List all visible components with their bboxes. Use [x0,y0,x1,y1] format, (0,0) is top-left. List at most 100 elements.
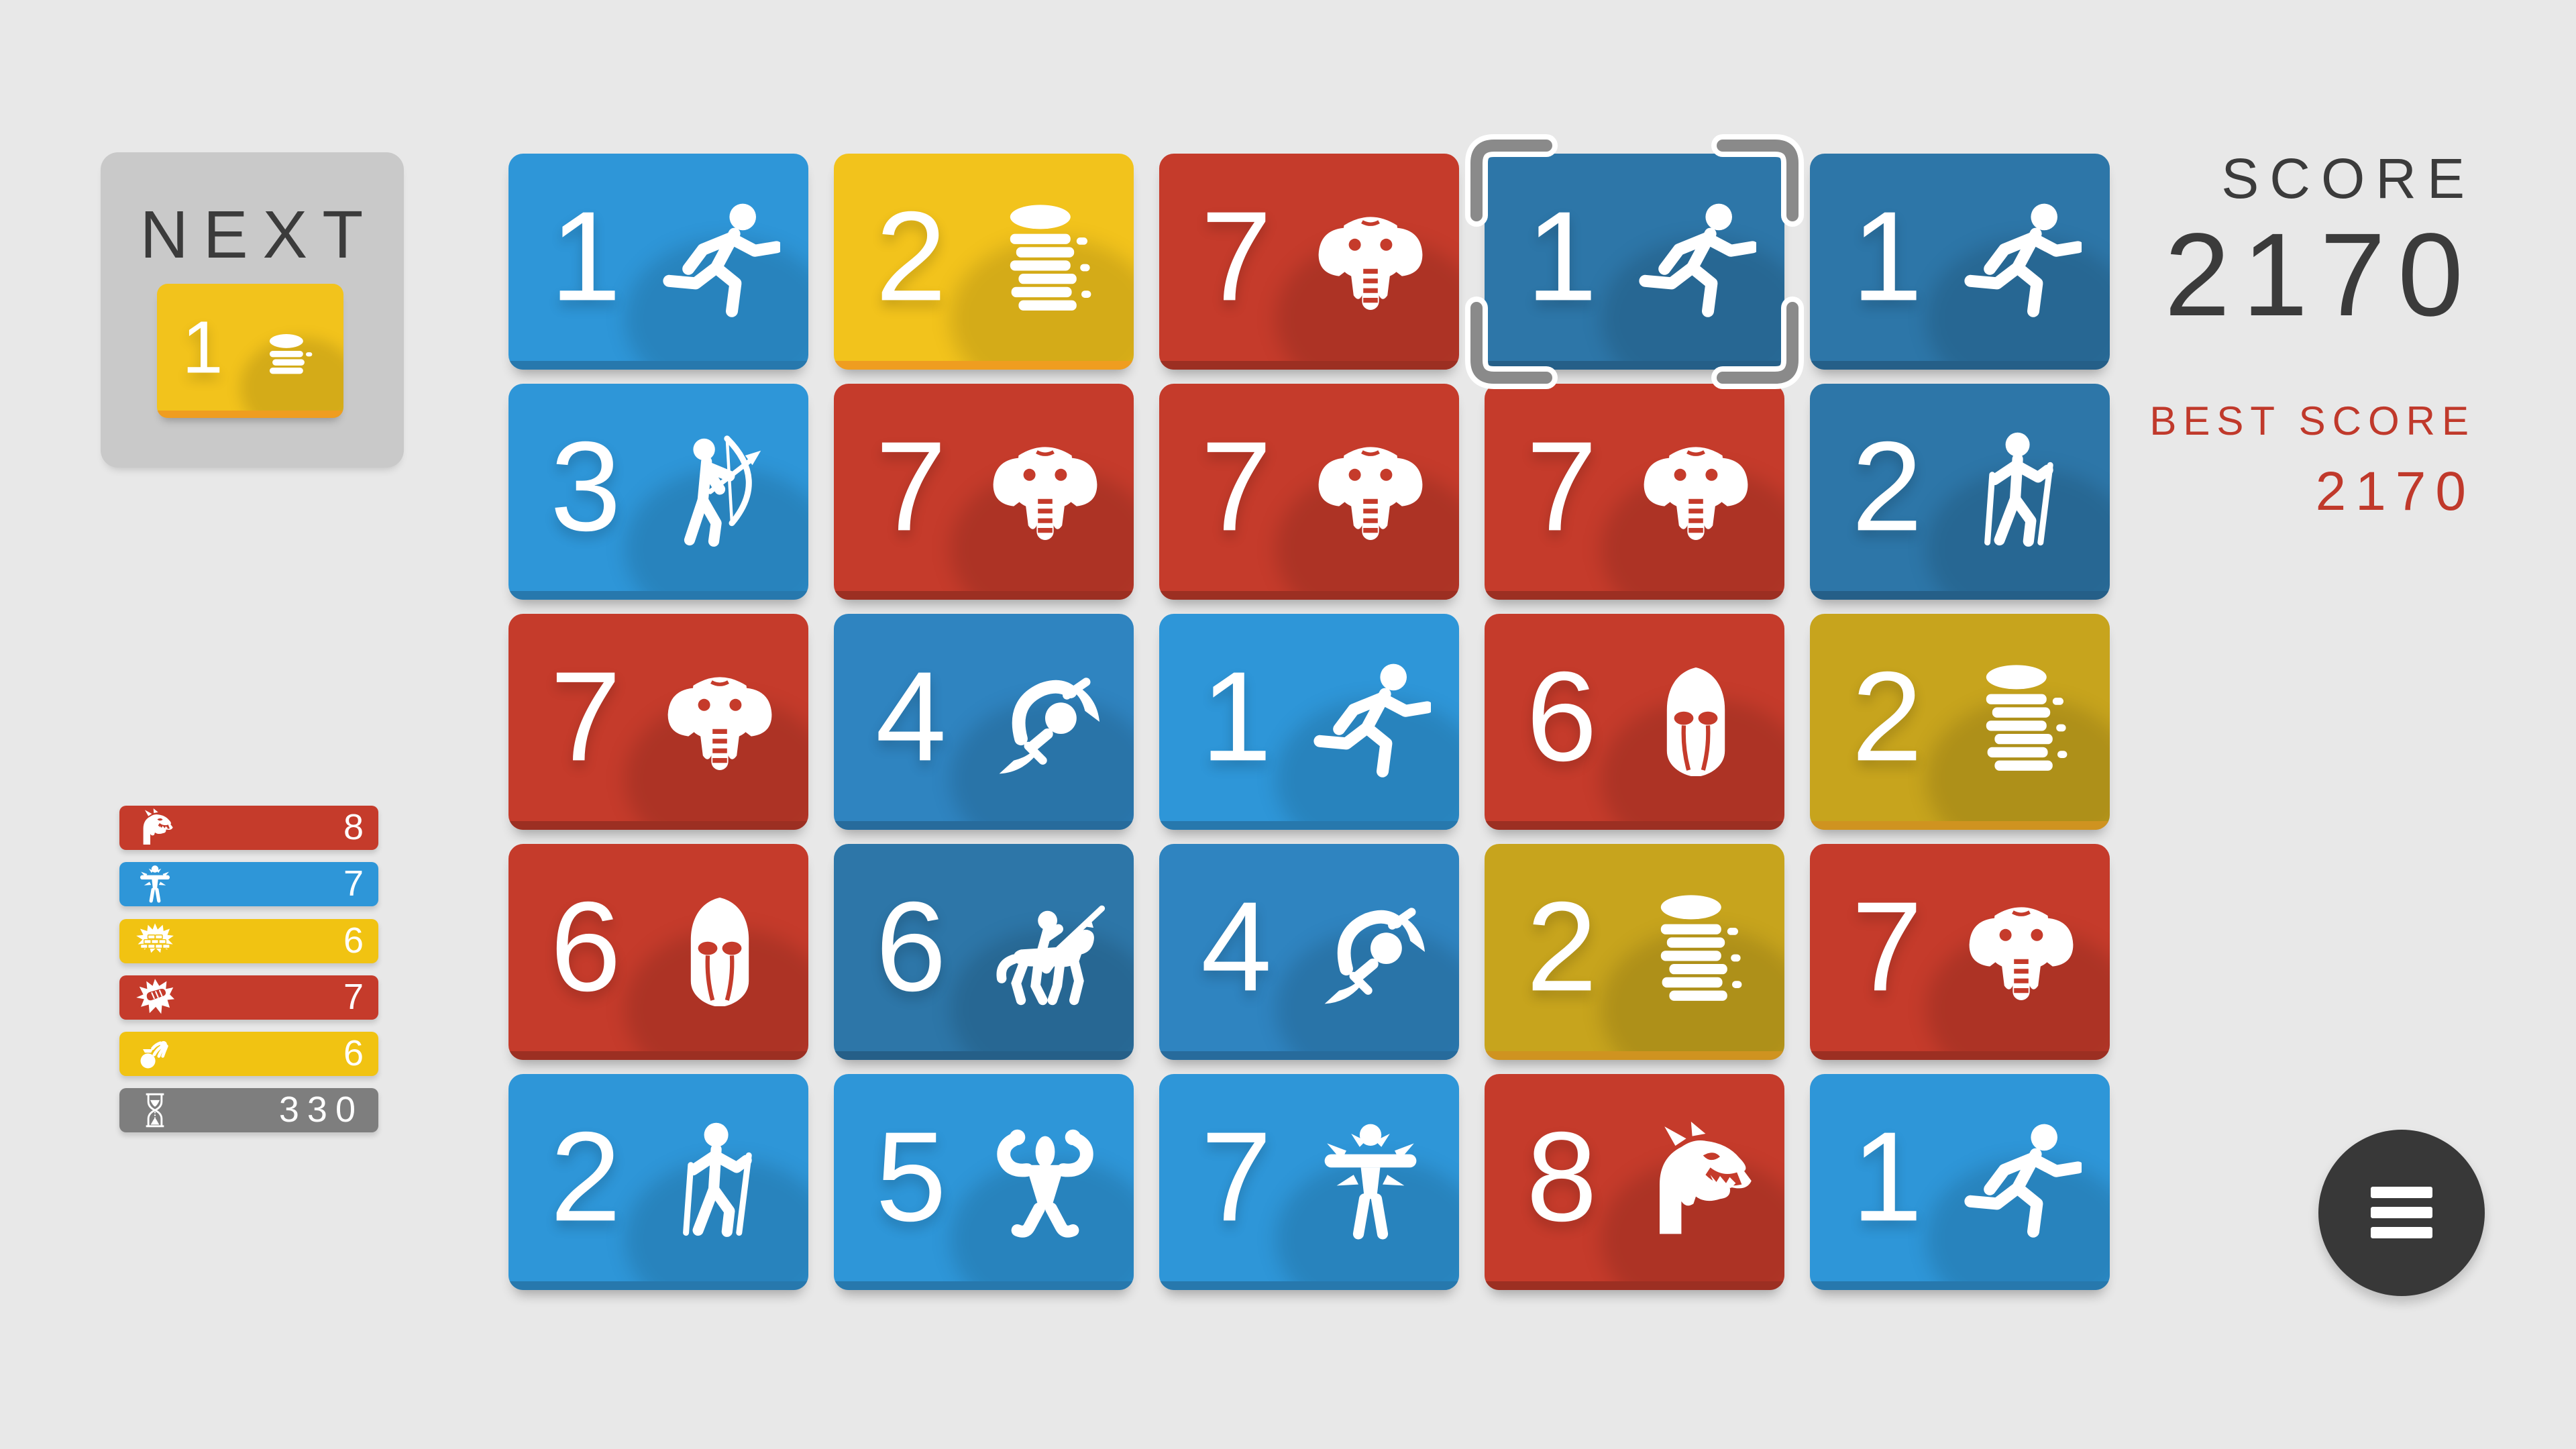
runner-icon [1961,1122,2082,1242]
next-tile: 1 [157,284,343,418]
legend-count: 7 [343,863,364,904]
tile-value: 2 [1851,415,1923,558]
grid-tile[interactable]: 3 [508,384,808,600]
elephant-icon [659,661,780,782]
helmet-icon [1635,661,1756,782]
grid-tile[interactable]: 6 [1485,614,1784,830]
grid-tile[interactable]: 6 [508,844,808,1060]
legend-count: 7 [343,976,364,1017]
tile-value: 1 [1201,645,1272,788]
grid-tile[interactable]: 5 [834,1074,1134,1290]
grid-tile[interactable]: 1 [1159,614,1459,830]
tile-value: 7 [1201,1106,1272,1248]
acrobat-icon [985,661,1106,782]
grid-tile[interactable]: 1 [508,154,808,370]
acrobat-icon [1310,892,1431,1012]
tile-value: 2 [1526,875,1597,1018]
grid-tile[interactable]: 4 [834,614,1134,830]
score-value: 2170 [2164,209,2475,341]
legend-row: 7 [119,862,378,906]
tile-value: 4 [875,645,947,788]
next-label: NEXT [140,197,378,272]
gold-pile-icon [133,922,177,961]
hamburger-menu-icon [2371,1207,2432,1218]
grid-tile[interactable]: 1 [1810,1074,2110,1290]
legend-row: 330 [119,1088,378,1132]
dragon-icon [1635,1122,1756,1242]
runner-icon [1310,661,1431,782]
legend-row: 6 [119,919,378,963]
strongman-icon [985,1122,1106,1242]
grid-tile[interactable]: 2 [1810,614,2110,830]
power-icon [1310,1122,1431,1242]
grid-tile[interactable]: 7 [1159,384,1459,600]
grid-tile[interactable]: 6 [834,844,1134,1060]
best-score-value: 2170 [2315,461,2475,522]
tile-value: 7 [875,415,947,558]
hamburger-menu-icon [2371,1187,2432,1198]
next-tile-value: 1 [182,306,223,389]
grid-tile[interactable]: 7 [508,614,808,830]
tile-value: 6 [875,875,947,1018]
tile-value: 7 [1526,415,1597,558]
tile-value: 7 [1201,415,1272,558]
tile-value: 5 [875,1106,947,1248]
hourglass-icon [133,1091,177,1130]
grid-tile[interactable]: 8 [1485,1074,1784,1290]
legend-row: 7 [119,975,378,1020]
legend-row: 8 [119,806,378,850]
grid-tile[interactable]: 2 [834,154,1134,370]
grid-tile[interactable]: 2 [508,1074,808,1290]
tile-value: 8 [1526,1106,1597,1248]
tile-value: 1 [1851,185,1923,328]
fist-icon [133,978,177,1017]
tile-value: 2 [550,1106,621,1248]
knight-icon [985,892,1106,1012]
money-bag-icon [133,1034,177,1073]
legend-count: 8 [343,806,364,847]
grid-tile[interactable]: 7 [1159,1074,1459,1290]
dragon-icon [133,808,177,847]
grid-tile[interactable]: 7 [1485,384,1784,600]
hiker-icon [659,1122,780,1242]
power-icon [133,865,177,904]
grid-tile[interactable]: 7 [834,384,1134,600]
tile-value: 7 [1851,875,1923,1018]
elephant-icon [1310,201,1431,322]
elephant-icon [985,431,1106,552]
coins-icon [254,316,323,386]
coins-tall-icon [985,201,1106,322]
tile-value: 4 [1201,875,1272,1018]
runner-icon [1961,201,2082,322]
legend-count: 330 [278,1089,364,1130]
legend-count: 6 [343,920,364,961]
tile-value: 3 [550,415,621,558]
legend-count: 6 [343,1032,364,1073]
grid-tile[interactable]: 2 [1485,844,1784,1060]
grid-tile[interactable]: 2 [1810,384,2110,600]
tile-value: 7 [1201,185,1272,328]
runner-icon [1635,201,1756,322]
archer-icon [659,431,780,552]
grid-tile[interactable]: 4 [1159,844,1459,1060]
score-label: SCORE [2221,147,2475,210]
best-score-label: BEST SCORE [2149,398,2475,443]
grid-tile[interactable]: 7 [1159,154,1459,370]
next-panel: NEXT 1 [101,152,404,468]
coins-tall-icon [1635,892,1756,1012]
elephant-icon [1310,431,1431,552]
tile-value: 1 [550,185,621,328]
tile-value: 7 [550,645,621,788]
hamburger-menu-icon [2371,1227,2432,1238]
grid-tile[interactable]: 7 [1810,844,2110,1060]
elephant-icon [1635,431,1756,552]
coins-tall-icon [1961,661,2082,782]
tile-value: 1 [1851,1106,1923,1248]
tile-value: 6 [1526,645,1597,788]
menu-button[interactable] [2318,1130,2485,1296]
hiker-icon [1961,431,2082,552]
grid-tile[interactable]: 1 [1810,154,2110,370]
